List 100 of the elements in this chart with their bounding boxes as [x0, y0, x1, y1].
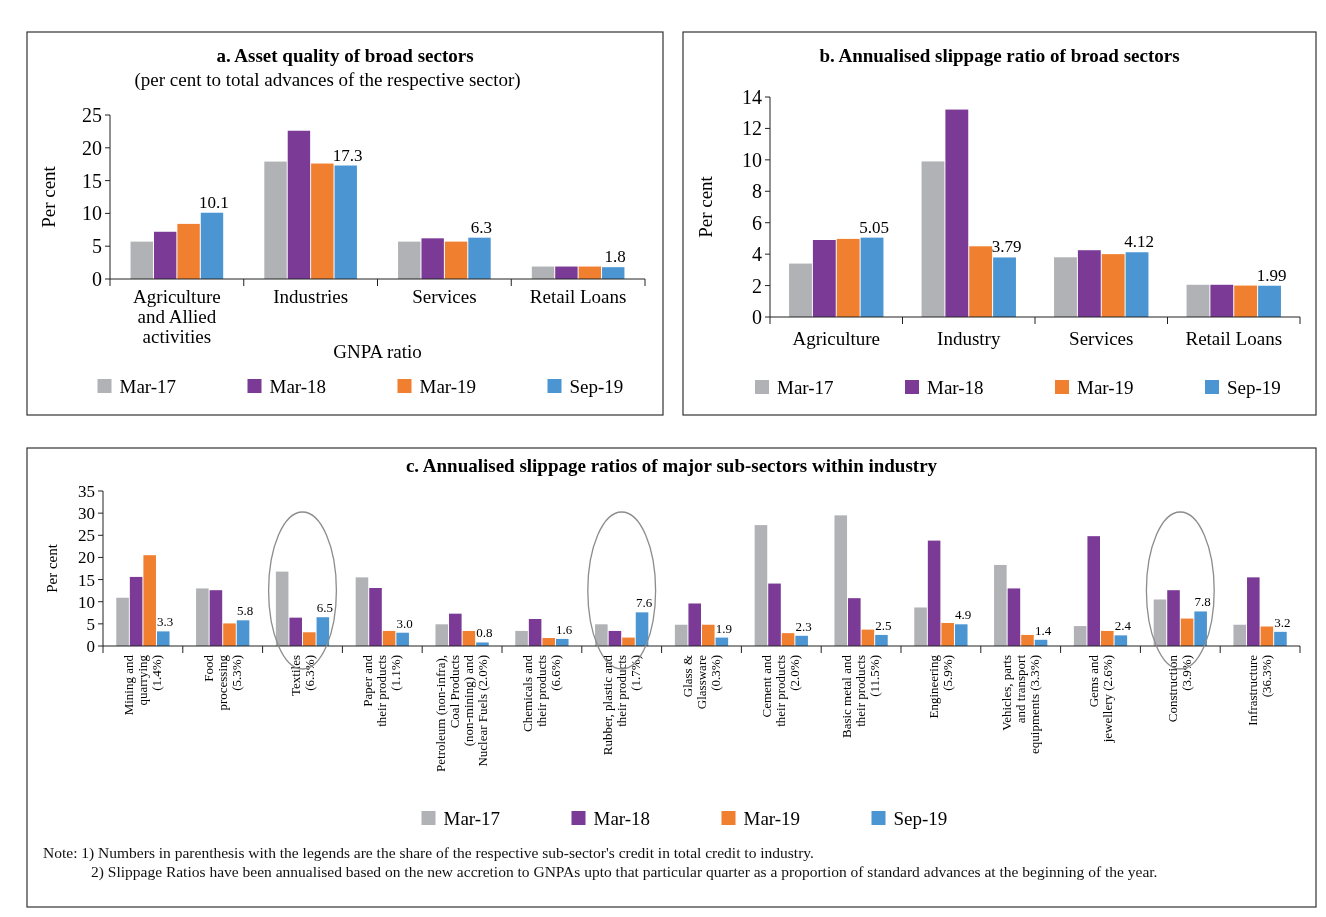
x-tick-label: Chemicals and their products (6.6%): [519, 654, 563, 732]
y-tick-label: 0: [86, 636, 95, 656]
data-label: 3.79: [991, 237, 1022, 257]
bar: [1077, 250, 1101, 317]
x-tick-label: Agriculture: [792, 328, 881, 349]
x-tick-label: Textiles (6.3%): [287, 655, 317, 696]
data-label: 4.9: [955, 607, 972, 623]
x-tick-label: Petroleum (non-infra), Coal Products (non-mining) and Nuclear Fuels (2.0%): [433, 654, 491, 772]
data-label: 7.8: [1194, 594, 1211, 610]
bar: [1021, 634, 1034, 646]
bar: [435, 624, 449, 646]
data-label: 1.4: [1034, 622, 1052, 638]
bar: [688, 603, 701, 646]
bar: [287, 130, 311, 279]
bar: [602, 267, 625, 279]
bar: [1233, 624, 1247, 646]
bar: [1007, 588, 1021, 646]
bar: [355, 577, 369, 646]
bar: [156, 631, 170, 646]
x-tick-label: Retail Loans: [529, 286, 627, 307]
bar: [200, 212, 224, 279]
bar: [515, 630, 528, 646]
bar: [303, 632, 316, 646]
y-tick-label: 30: [78, 504, 95, 524]
x-axis-title: GNPA ratio: [333, 341, 422, 362]
y-tick-label: 4: [752, 243, 762, 266]
y-tick-label: 10: [742, 148, 762, 171]
bar: [812, 240, 836, 317]
chart-title: c. Annualised slippage ratios of major sub-sectors within industry: [405, 455, 938, 476]
bar: [1247, 577, 1260, 646]
bar: [289, 617, 302, 646]
y-tick-label: 5: [92, 235, 102, 258]
data-label: 10.1: [199, 192, 229, 212]
y-tick-label: 2: [752, 274, 762, 297]
x-tick-label: Infrastructure (36.3%): [1245, 654, 1275, 726]
y-tick-label: 5: [86, 614, 95, 634]
legend-label: Sep-19: [1227, 377, 1281, 398]
y-tick-label: 20: [78, 548, 95, 568]
text: Note: 1) Numbers in parenthesis with the legends are the share of the respective sub-sector's credit in total credit to industry.: [43, 843, 815, 862]
bar: [921, 161, 945, 317]
bar: [398, 241, 421, 279]
legend-label: Mar-17: [443, 808, 501, 829]
bar: [130, 241, 153, 279]
legend-label: Mar-19: [419, 376, 477, 397]
x-tick-label: Rubber, plastic and their products (1.7%): [599, 654, 643, 756]
bar: [369, 587, 382, 646]
x-tick-label: Basic metal and their products (11.5%): [839, 654, 883, 739]
x-tick-label: Agriculture and Allied activities: [133, 286, 221, 347]
y-tick-label: 8: [752, 180, 762, 203]
x-tick-label: Food processing (5.3%): [200, 654, 244, 711]
bar: [954, 624, 968, 646]
legend-label: Mar-18: [593, 808, 651, 829]
x-tick-label: Gems and jewellery (2.6%): [1085, 654, 1115, 744]
bar: [635, 612, 649, 646]
text: 2) Slippage Ratios have been annualised based on the new accretion to GNPAs upto that particular quarter as a proportion of standard advances at the beginning of the year.: [90, 862, 1159, 881]
bar: [116, 597, 129, 646]
data-label: 3.0: [396, 615, 413, 631]
x-tick-label: Vehicles, parts and transport equipments (3.3%): [998, 654, 1042, 754]
data-label: 2.4: [1114, 618, 1132, 634]
bar: [334, 165, 357, 279]
bar: [1114, 635, 1128, 646]
chart-subtitle: (per cent to total advances of the respective sector): [134, 69, 521, 91]
y-tick-label: 15: [78, 570, 95, 590]
legend-label: Mar-19: [743, 808, 801, 829]
bar: [702, 624, 715, 646]
bar: [914, 607, 927, 646]
bar: [143, 555, 156, 646]
bar: [848, 598, 861, 646]
bar: [396, 632, 409, 646]
bar: [528, 618, 542, 646]
chart-title: b. Annualised slippage ratio of broad sectors: [819, 45, 1180, 66]
bar: [264, 161, 287, 279]
y-tick-label: 35: [78, 481, 95, 501]
bar: [1194, 611, 1207, 646]
y-axis-title: Per cent: [44, 543, 60, 593]
bar: [421, 238, 444, 279]
bar: [223, 623, 236, 646]
x-tick-label: Cement and their products (2.0%): [759, 654, 803, 727]
y-tick-label: 6: [752, 211, 762, 234]
data-label: 4.12: [1124, 232, 1154, 252]
data-label: 1.8: [604, 247, 626, 267]
legend-label: Mar-19: [1077, 377, 1134, 398]
x-tick-label: Services: [412, 286, 477, 307]
data-label: 3.3: [157, 614, 174, 630]
bar: [129, 576, 143, 646]
y-tick-label: 15: [82, 169, 102, 192]
y-tick-label: 10: [82, 202, 102, 225]
data-label: 1.9: [715, 620, 732, 636]
data-label: 2.5: [875, 617, 892, 633]
bar: [311, 163, 334, 279]
bar: [1125, 252, 1149, 317]
bar: [1186, 284, 1210, 317]
bar: [1258, 285, 1281, 317]
data-label: 6.5: [316, 600, 333, 616]
bar: [1101, 254, 1125, 317]
data-label: 7.6: [635, 595, 653, 611]
y-tick-label: 0: [92, 268, 102, 290]
data-label: 0.8: [476, 625, 493, 641]
bar: [674, 624, 688, 646]
data-label: 1.99: [1256, 265, 1287, 285]
